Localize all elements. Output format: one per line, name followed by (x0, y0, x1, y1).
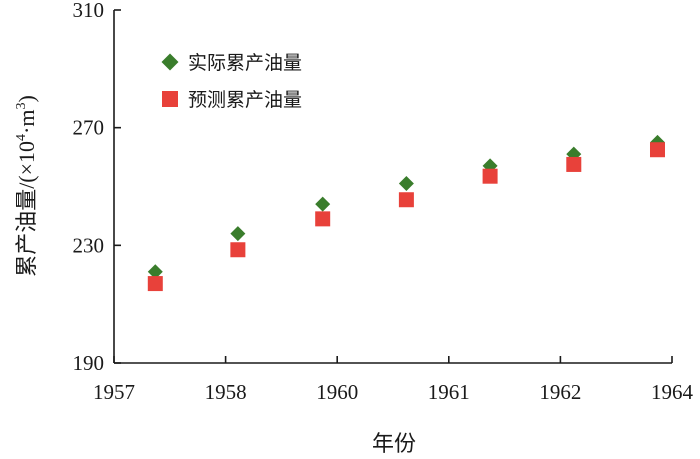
actual-point (230, 226, 246, 242)
y-tick-label: 230 (73, 233, 105, 257)
predicted-point (230, 242, 246, 258)
x-tick-label: 1960 (316, 380, 358, 404)
predicted-point (649, 142, 665, 158)
y-tick-label: 310 (73, 0, 105, 22)
y-tick-label: 270 (73, 116, 105, 140)
predicted-point (315, 211, 331, 227)
y-axis-title: 累产油量/(×104·m3) (14, 95, 39, 277)
predicted-point (398, 192, 414, 208)
actual-point (315, 196, 331, 212)
x-tick-label: 1964 (651, 380, 694, 404)
x-tick-label: 1957 (93, 380, 135, 404)
x-tick-label: 1958 (205, 380, 247, 404)
predicted-point (566, 156, 582, 172)
x-tick-label: 1961 (428, 380, 470, 404)
x-tick-label: 1962 (539, 380, 581, 404)
legend: 实际累产油量 预测累产油量 (161, 52, 302, 111)
legend-marker-actual (161, 53, 179, 71)
predicted-point (147, 276, 163, 292)
legend-label-predicted: 预测累产油量 (188, 89, 302, 111)
legend-marker-predicted (162, 91, 178, 107)
axes (113, 10, 672, 364)
y-axis-title-exp2: 3 (14, 103, 29, 110)
y-axis-title-unit: (×10 (14, 141, 39, 183)
y-axis-ticks: 190 230 270 310 (73, 0, 121, 375)
y-axis-title-unit2: ·m (14, 110, 39, 134)
y-axis-title-exp: 4 (14, 134, 29, 141)
actual-point (147, 264, 163, 280)
actual-point (398, 176, 414, 192)
y-axis-title-close: ) (14, 95, 39, 102)
y-axis-title-main: 累产油量/ (14, 182, 39, 277)
legend-label-actual: 实际累产油量 (188, 52, 302, 74)
data-marks (147, 134, 665, 292)
x-axis-ticks: 1957 1958 1960 1961 1962 1964 (93, 356, 694, 404)
predicted-point (482, 168, 498, 184)
y-tick-label: 190 (73, 351, 105, 375)
x-axis-title: 年份 (372, 431, 416, 456)
